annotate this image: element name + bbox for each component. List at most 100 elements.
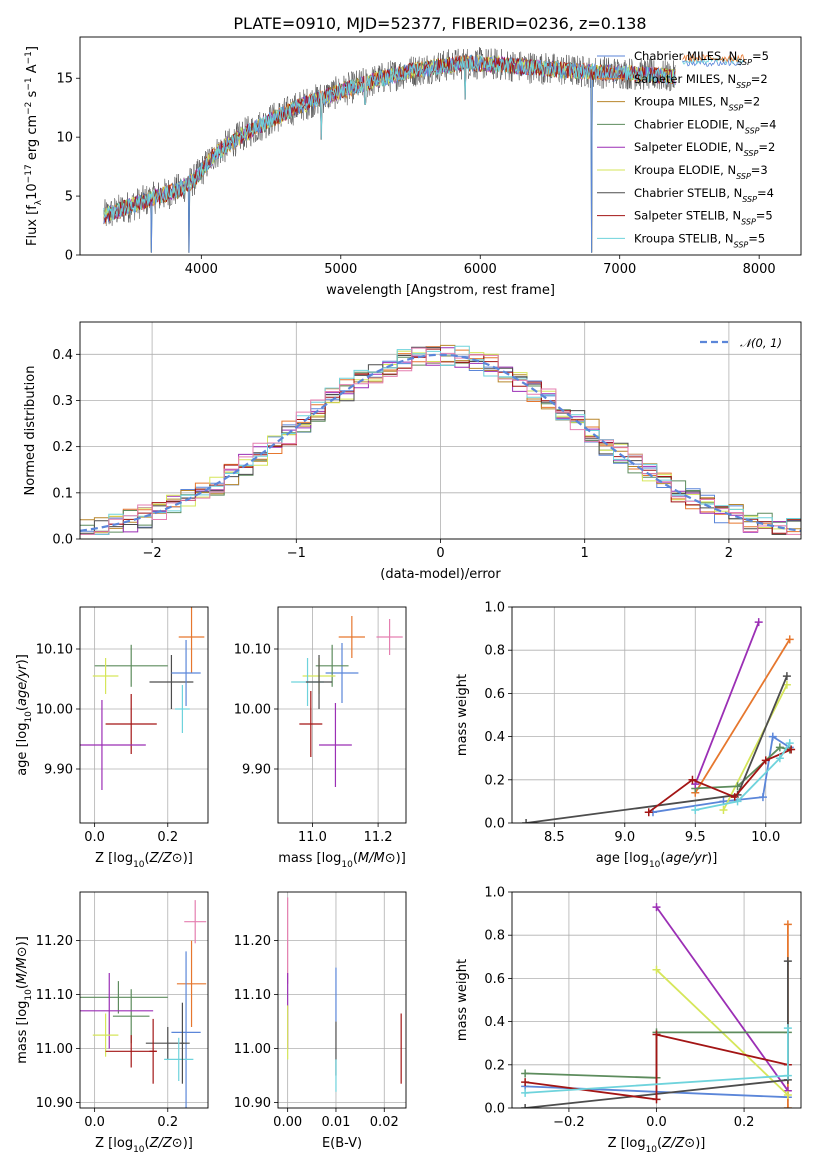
weight-vs-Z-plot-area (521, 903, 792, 1108)
errorbar-point (319, 703, 352, 787)
normal-curve (80, 353, 801, 532)
x-tick-label: 0.02 (370, 1115, 399, 1130)
y-tick-label: 0.6 (484, 972, 505, 987)
y-tick-label: 0.8 (484, 929, 505, 944)
errorbar-point (180, 1002, 185, 1084)
y-axis-label: age [log10(age/yr)] (15, 654, 34, 776)
x-tick-label: 7000 (603, 262, 636, 277)
errorbar-point (80, 981, 168, 1014)
mass-vs-EBV-panel: 0.00 0.01 0.02 10.90 11.00 11.10 11.20 E(B-V) (234, 891, 407, 1151)
x-tick-label: 0.2 (157, 830, 178, 845)
y-tick-label: 0.8 (484, 644, 505, 659)
y-axis-label: mass weight (455, 959, 470, 1041)
y-tick-label: 0.1 (52, 486, 73, 501)
x-tick-label: 11.0 (298, 830, 327, 845)
mass-vs-EBV-plot-area (287, 897, 402, 1092)
weight-line-salpeter_miles (694, 638, 791, 794)
spectrum-line-kroupa_stelib (103, 54, 676, 221)
x-tick-label: 0.2 (734, 1115, 755, 1130)
x-tick-label: 0.01 (321, 1115, 350, 1130)
x-axis-label: Z [log10(Z/Z⊙)] (608, 1136, 706, 1155)
legend-entry: Kroupa ELODIE, NSSP=3 (634, 163, 768, 181)
histogram-pink (80, 347, 801, 535)
weight-marker (783, 1104, 792, 1108)
weight-line-salpeter_stelib (524, 1033, 789, 1101)
y-axis-label: mass weight (455, 674, 470, 756)
y-tick-label: 10.10 (36, 643, 73, 658)
x-axis-label: mass [log10(M/M⊙)] (278, 851, 406, 870)
x-tick-label: 0.0 (84, 1115, 105, 1130)
x-tick-label: 11.2 (364, 830, 393, 845)
weight-marker (652, 1030, 661, 1039)
weight-marker (783, 1024, 792, 1033)
figure-title: PLATE=0910, MJD=52377, FIBERID=0236, z=0… (233, 14, 646, 33)
legend-entry: 𝒩(0, 1) (740, 336, 782, 350)
y-tick-label: 11.20 (234, 934, 271, 949)
x-tick-label: 0.2 (157, 1115, 178, 1130)
errorbar-point (376, 619, 403, 655)
y-tick-label: 0.2 (484, 1058, 505, 1073)
weight-marker (730, 793, 739, 802)
age-vs-Z-panel: 0.0 0.2 9.90 10.00 10.10 Z [log10(Z/Z⊙)] age [… (15, 606, 209, 870)
x-tick-label: −2 (143, 546, 162, 561)
errorbar-point (176, 940, 207, 1027)
weight-line-salpeter_elodie (694, 621, 760, 785)
errorbar-point (178, 607, 205, 673)
y-tick-label: 11.20 (36, 934, 73, 949)
spectrum-tail-salpeter_miles (682, 53, 746, 63)
spectrum-plot-area (103, 47, 746, 253)
spectrum-line-chabrier_miles (103, 54, 676, 253)
x-tick-label: 8.5 (544, 830, 565, 845)
errorbar-point (105, 694, 157, 754)
axes-frame (79, 36, 802, 256)
y-axis-label: Normed distribution (23, 366, 38, 496)
weight-marker (754, 618, 763, 627)
errorbar-point (92, 1013, 119, 1057)
x-tick-label: 5000 (324, 262, 357, 277)
y-tick-label: 0.2 (52, 440, 73, 455)
errorbar-point (184, 900, 207, 944)
x-axis-label: Z [log10(Z/Z⊙)] (95, 851, 193, 870)
x-tick-label: 9.0 (614, 830, 635, 845)
spectrum-panel: 4000 5000 6000 7000 8000 0 5 10 15 wavelength [An… (24, 36, 802, 298)
axes-frame (511, 891, 802, 1109)
y-tick-label: 15 (56, 72, 73, 87)
legend-entry: Salpeter MILES, NSSP=2 (634, 72, 768, 90)
weight-marker (688, 775, 697, 784)
weight-marker (652, 903, 661, 912)
weight-vs-Z-panel: −0.2 0.0 0.2 0.0 0.2 0.4 0.6 0.8 1.0 Z [log10(Z/Z… (455, 886, 802, 1155)
errorbar-point (315, 644, 349, 687)
y-tick-label: 11.00 (234, 1042, 271, 1057)
y-tick-label: 0.0 (484, 1102, 505, 1117)
weight-marker (521, 1078, 530, 1087)
errorbar-point (149, 655, 194, 709)
errorbar-point (149, 1018, 157, 1084)
errorbar-point (164, 1037, 194, 1081)
x-axis-label: E(B-V) (322, 1136, 362, 1151)
y-tick-label: 0.4 (52, 348, 73, 363)
x-tick-label: 6000 (464, 262, 497, 277)
weight-marker (758, 793, 767, 802)
x-tick-label: 9.5 (685, 830, 706, 845)
weight-line-chabrier_stelib (525, 675, 788, 823)
y-tick-label: 0 (65, 249, 73, 264)
y-tick-label: 10.00 (36, 703, 73, 718)
axes-frame (277, 606, 407, 824)
y-tick-label: 10.10 (234, 643, 271, 658)
weight-marker (733, 797, 742, 806)
x-tick-label: −0.2 (553, 1115, 585, 1130)
weight-marker (775, 743, 784, 752)
weight-marker (761, 756, 770, 765)
legend-entry: Chabrier STELIB, NSSP=4 (634, 186, 774, 204)
y-tick-label: 9.90 (242, 763, 271, 778)
errorbar-point (112, 989, 150, 1044)
weight-line-salpeter_elodie (655, 906, 789, 1092)
x-axis-label: Z [log10(Z/Z⊙)] (95, 1136, 193, 1155)
x-tick-label: −1 (287, 546, 306, 561)
age-vs-mass-plot-area (291, 616, 403, 787)
weight-marker (785, 739, 794, 748)
errorbar-point (80, 973, 154, 1049)
y-tick-label: 1.0 (484, 886, 505, 901)
y-tick-label: 9.90 (44, 763, 73, 778)
y-tick-label: 10.90 (36, 1096, 73, 1111)
